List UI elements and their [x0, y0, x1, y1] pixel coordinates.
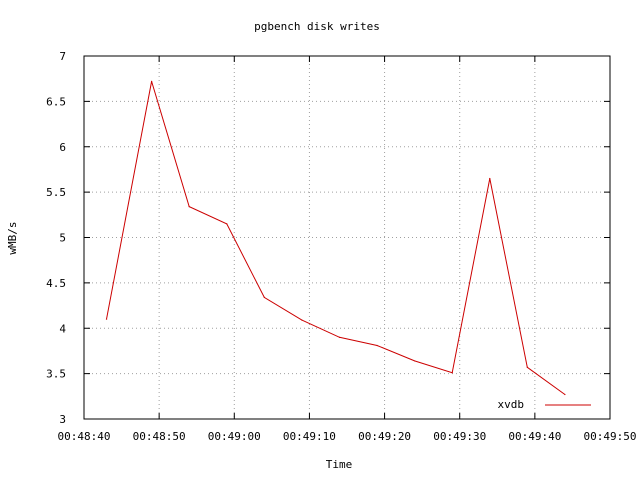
data-point: [489, 177, 491, 180]
x-tick-label: 00:49:30: [433, 430, 486, 443]
y-tick-label: 3: [59, 413, 66, 426]
data-point: [263, 296, 265, 298]
data-point: [151, 80, 153, 83]
y-tick-label: 4: [59, 322, 66, 335]
x-tick-label: 00:49:50: [584, 430, 637, 443]
y-axis-label: wMB/s: [6, 221, 19, 254]
data-point: [338, 336, 341, 338]
y-tick-label: 5: [59, 232, 66, 245]
x-tick-label: 00:48:50: [133, 430, 186, 443]
x-tick-label: 00:48:40: [58, 430, 111, 443]
data-point: [226, 223, 228, 225]
data-point: [526, 366, 528, 368]
y-tick-label: 4.5: [46, 277, 66, 290]
legend-label-xvdb: xvdb: [498, 398, 525, 411]
y-tick-label: 7: [59, 50, 66, 63]
data-point: [105, 318, 108, 320]
y-tick-label: 5.5: [46, 186, 66, 199]
x-tick-label: 00:49:20: [358, 430, 411, 443]
legend: xvdb: [498, 398, 591, 411]
axis-ticks: [83, 55, 611, 420]
series-layer: [105, 80, 566, 396]
x-tick-label: 00:49:00: [208, 430, 261, 443]
x-tick-label: 00:49:10: [283, 430, 336, 443]
y-tick-labels: 3 3.5 4 4.5 5 5.5 6 6.5 7: [46, 50, 66, 426]
x-axis-label: Time: [326, 458, 353, 471]
data-point: [301, 319, 303, 321]
x-tick-label: 00:49:40: [508, 430, 561, 443]
grid-lines: [84, 56, 610, 419]
y-tick-label: 6: [59, 141, 66, 154]
x-tick-labels: 00:48:40 00:48:50 00:49:00 00:49:10 00:49:20…: [58, 430, 637, 443]
data-point: [451, 372, 453, 374]
y-tick-label: 6.5: [46, 95, 66, 108]
y-tick-label: 3.5: [46, 368, 66, 381]
data-point: [564, 393, 566, 396]
data-point: [188, 206, 190, 208]
data-point: [376, 344, 378, 347]
data-point: [414, 360, 416, 362]
plot-frame: [83, 55, 611, 420]
chart-title: pgbench disk writes: [254, 20, 380, 33]
